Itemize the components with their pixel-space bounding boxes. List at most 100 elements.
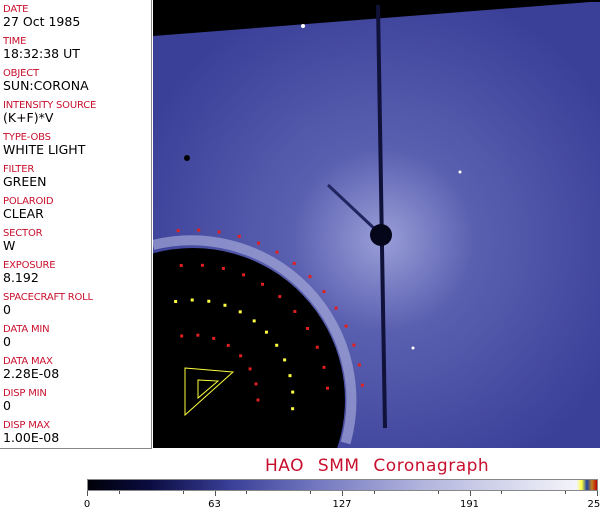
overlay-triangle bbox=[184, 367, 235, 417]
star bbox=[411, 346, 415, 350]
tick-label: 191 bbox=[459, 499, 480, 510]
field-intensity-source: INTENSITY SOURCE (K+F)*V bbox=[3, 100, 96, 125]
field-disp-min: DISP MIN 0 bbox=[3, 388, 47, 413]
minor-tick bbox=[118, 491, 120, 494]
overlay-dot bbox=[308, 275, 312, 279]
minor-tick bbox=[373, 491, 375, 494]
overlay-dot bbox=[200, 263, 204, 267]
overlay-dot bbox=[293, 309, 297, 313]
field-value: CLEAR bbox=[3, 206, 44, 221]
tick-mark bbox=[87, 491, 88, 496]
minor-tick bbox=[310, 491, 312, 494]
star bbox=[458, 170, 462, 174]
overlay-dot bbox=[322, 365, 326, 369]
overlay-dot bbox=[291, 390, 295, 394]
overlay-dots bbox=[174, 228, 364, 411]
field-type-obs: TYPE-OBS WHITE LIGHT bbox=[3, 132, 85, 157]
tick-mark bbox=[342, 491, 343, 496]
field-label: TYPE-OBS bbox=[3, 132, 51, 143]
overlay-dot bbox=[360, 383, 364, 387]
tick-mark bbox=[214, 491, 216, 496]
ring bbox=[153, 235, 357, 445]
field-label: DISP MAX bbox=[3, 420, 50, 431]
field-polaroid: POLAROID CLEAR bbox=[3, 196, 54, 221]
field-label: DISP MIN bbox=[3, 388, 47, 399]
minor-tick bbox=[437, 491, 439, 494]
minor-tick bbox=[182, 491, 184, 494]
overlay-dot bbox=[190, 298, 194, 302]
overlay-dot bbox=[248, 367, 252, 371]
overlay-dot bbox=[291, 407, 295, 411]
image-title: HAO SMM Coronagraph bbox=[265, 456, 490, 476]
field-date: DATE 27 Oct 1985 bbox=[3, 4, 80, 29]
overlay-dot bbox=[292, 261, 296, 265]
star bbox=[301, 24, 305, 28]
overlay-dot bbox=[257, 241, 261, 245]
overlay-triangle-inner bbox=[197, 379, 220, 400]
field-value: 0 bbox=[3, 398, 11, 413]
field-label: POLAROID bbox=[3, 196, 54, 207]
field-filter: FILTER GREEN bbox=[3, 164, 47, 189]
field-value: 2.28E-08 bbox=[3, 366, 60, 381]
overlay-dot bbox=[237, 234, 241, 238]
overlay-dot bbox=[283, 358, 287, 362]
field-exposure: EXPOSURE 8.192 bbox=[3, 260, 56, 285]
field-value: 8.192 bbox=[3, 270, 39, 285]
field-value: 27 Oct 1985 bbox=[3, 14, 81, 29]
overlay-dot bbox=[305, 326, 309, 330]
field-value: GREEN bbox=[3, 174, 47, 189]
overlay-dot bbox=[179, 264, 183, 268]
field-time: TIME 18:32:38 UT bbox=[3, 36, 80, 61]
tick-mark bbox=[469, 491, 471, 496]
tick-label: 255 bbox=[587, 499, 600, 510]
overlay-dot bbox=[278, 295, 282, 299]
tick-label: 63 bbox=[208, 499, 221, 510]
overlay-dot bbox=[261, 282, 265, 286]
streak bbox=[326, 183, 380, 234]
overlay-dot bbox=[196, 333, 200, 337]
minor-tick bbox=[501, 491, 503, 494]
tick-label: 0 bbox=[83, 499, 91, 510]
field-value: (K+F)*V bbox=[3, 110, 54, 125]
overlay-dot bbox=[325, 386, 329, 390]
overlay-dot bbox=[207, 299, 211, 303]
field-value: 18:32:38 UT bbox=[3, 46, 80, 61]
overlay-dot bbox=[221, 266, 225, 270]
dark-spot bbox=[184, 155, 190, 161]
overlay-dot bbox=[357, 363, 361, 367]
field-label: FILTER bbox=[3, 164, 35, 175]
header-panel: DATE 27 Oct 1985 TIME 18:32:38 UT OBJECT SUN:… bbox=[0, 0, 152, 449]
overlay-dot bbox=[275, 250, 279, 254]
overlay-dot bbox=[288, 374, 292, 378]
minor-tick bbox=[246, 491, 248, 494]
overlay-dot bbox=[254, 382, 258, 386]
occulted-region bbox=[153, 248, 345, 448]
colorbar bbox=[87, 479, 598, 491]
overlay-dot bbox=[242, 273, 246, 277]
overlay-dot bbox=[344, 324, 348, 328]
minor-tick bbox=[565, 491, 567, 494]
overlay-dot bbox=[223, 303, 227, 307]
field-label: DATE bbox=[3, 4, 29, 15]
overlay-dot bbox=[322, 290, 326, 294]
field-label: SECTOR bbox=[3, 228, 43, 239]
overlay-dot bbox=[352, 343, 356, 347]
field-value: 1.00E-08 bbox=[3, 430, 60, 445]
field-label: TIME bbox=[3, 36, 27, 47]
field-data-min: DATA MIN 0 bbox=[3, 324, 50, 349]
coronagraph-image[interactable] bbox=[153, 0, 600, 448]
occulter-disk bbox=[370, 224, 392, 246]
field-label: SPACECRAFT ROLL bbox=[3, 292, 93, 303]
tick-label: 127 bbox=[332, 499, 352, 510]
field-value: WHITE LIGHT bbox=[3, 142, 86, 157]
field-label: OBJECT bbox=[3, 68, 39, 79]
overlay-dot bbox=[252, 319, 256, 323]
overlay-dot bbox=[176, 229, 180, 233]
field-data-max: DATA MAX 2.28E-08 bbox=[3, 356, 59, 381]
overlay-dot bbox=[264, 330, 268, 334]
field-disp-max: DISP MAX 1.00E-08 bbox=[3, 420, 59, 445]
tick-mark bbox=[597, 491, 598, 496]
overlay-dot bbox=[226, 343, 230, 347]
field-value: SUN:CORONA bbox=[3, 78, 89, 93]
overlay-dot bbox=[315, 345, 319, 349]
